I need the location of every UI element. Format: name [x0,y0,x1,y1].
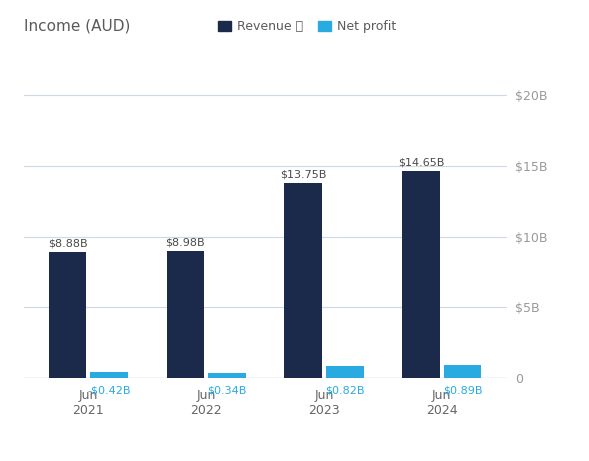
Text: $0.82B: $0.82B [325,385,365,395]
Text: $0.34B: $0.34B [207,385,247,395]
Text: $14.65B: $14.65B [398,157,444,167]
Bar [167,251,204,378]
Legend: Revenue ⓘ, Net profit: Revenue ⓘ, Net profit [219,20,396,33]
Text: $8.88B: $8.88B [48,239,87,249]
Bar [444,366,481,378]
Text: -$0.42B: -$0.42B [87,385,131,395]
Bar [402,171,440,378]
Bar [284,183,322,378]
Text: Income (AUD): Income (AUD) [24,18,130,34]
Bar [90,372,128,378]
Text: $13.75B: $13.75B [280,170,326,180]
Text: $8.98B: $8.98B [166,237,205,248]
Bar [208,373,246,378]
Bar [326,366,363,378]
Bar [49,252,87,378]
Text: $0.89B: $0.89B [443,385,482,395]
